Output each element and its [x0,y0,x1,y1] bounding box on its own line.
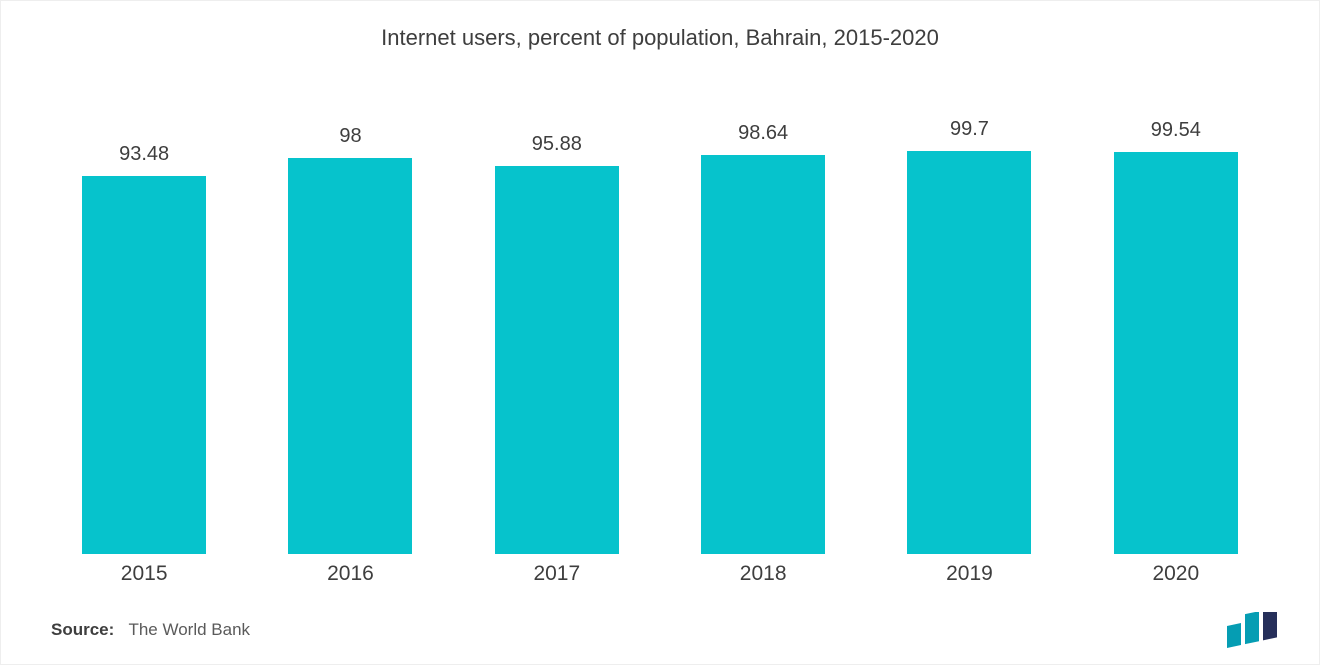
bar [288,158,412,554]
chart-title: Internet users, percent of population, B… [41,25,1279,51]
source-label: Source: [51,620,114,639]
bar-column: 99.7 [874,96,1064,554]
plot-area: 93.48 98 95.88 98.64 99.7 99.54 [41,96,1279,554]
bar [82,176,206,554]
bar-column: 93.48 [49,96,239,554]
bar-value-label: 95.88 [462,133,652,156]
x-tick-label: 2019 [874,562,1064,586]
bar [907,151,1031,554]
bar-column: 95.88 [462,96,652,554]
x-tick-label: 2016 [255,562,445,586]
x-tick-label: 2015 [49,562,239,586]
bar [1114,152,1238,554]
bar-column: 98.64 [668,96,858,554]
x-axis: 2015 2016 2017 2018 2019 2020 [41,562,1279,586]
bar-value-label: 99.7 [874,118,1064,141]
source-line: Source: The World Bank [51,620,250,640]
x-tick-label: 2018 [668,562,858,586]
x-tick-label: 2020 [1081,562,1271,586]
bar [701,155,825,554]
bar-value-label: 98 [255,125,445,148]
bar-value-label: 98.64 [668,122,858,145]
chart-container: Internet users, percent of population, B… [0,0,1320,665]
x-tick-label: 2017 [462,562,652,586]
bar-value-label: 93.48 [49,143,239,166]
bar-column: 99.54 [1081,96,1271,554]
source-text: The World Bank [128,620,250,639]
bar-value-label: 99.54 [1081,119,1271,142]
bar [495,166,619,554]
bar-column: 98 [255,96,445,554]
brand-logo [1227,612,1283,648]
